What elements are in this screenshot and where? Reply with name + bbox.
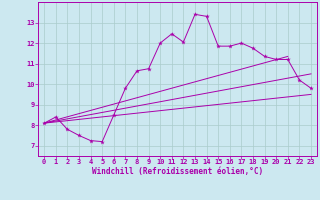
X-axis label: Windchill (Refroidissement éolien,°C): Windchill (Refroidissement éolien,°C) — [92, 167, 263, 176]
